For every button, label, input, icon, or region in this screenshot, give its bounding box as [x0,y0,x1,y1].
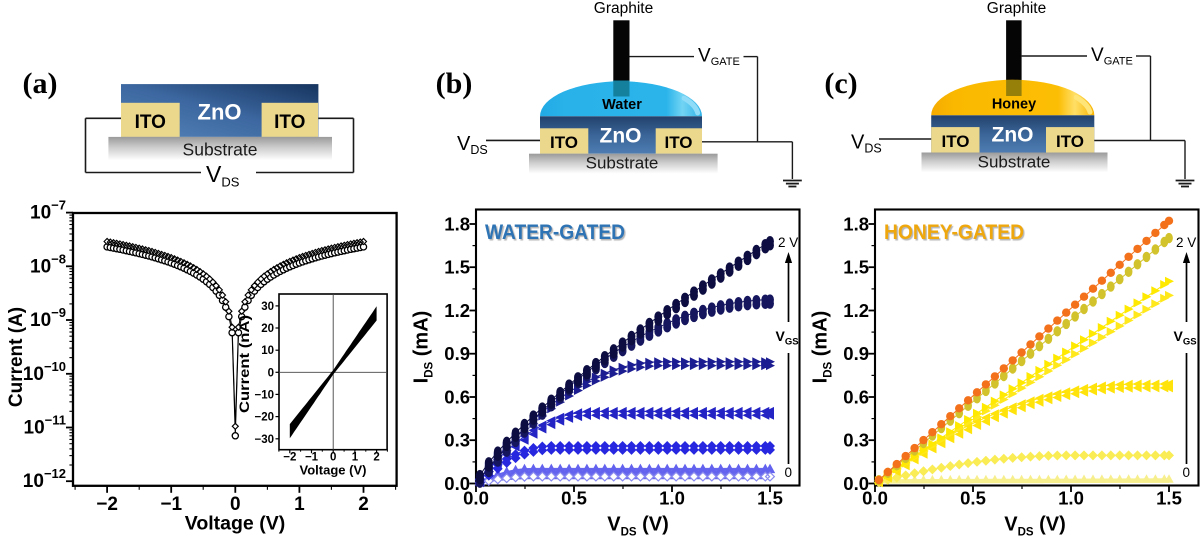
svg-text:−20: −20 [254,412,274,424]
svg-text:VDS: VDS [851,132,882,156]
svg-text:1.5: 1.5 [1156,488,1182,509]
svg-text:1.0: 1.0 [1058,488,1084,509]
svg-text:10−8: 10−8 [30,251,66,277]
svg-text:ZnO: ZnO [600,125,642,148]
svg-text:Substrate: Substrate [978,153,1051,172]
svg-text:IDS (mA): IDS (mA) [810,311,835,384]
svg-text:2: 2 [358,494,369,515]
svg-text:ITO: ITO [550,133,578,152]
svg-text:Voltage (V): Voltage (V) [185,513,285,535]
svg-text:0.9: 0.9 [444,343,470,364]
svg-text:0: 0 [330,452,336,464]
svg-text:0.9: 0.9 [843,343,869,364]
svg-text:30: 30 [261,301,274,313]
svg-text:0: 0 [268,367,274,379]
svg-text:Voltage (V): Voltage (V) [300,463,367,478]
svg-text:Graphite: Graphite [987,0,1046,17]
svg-text:IDS (mA): IDS (mA) [411,311,436,384]
svg-text:−1: −1 [305,452,319,464]
svg-text:0.3: 0.3 [444,430,470,451]
svg-text:Current (nA): Current (nA) [236,315,252,413]
svg-text:Current (A): Current (A) [6,307,27,407]
svg-text:0.0: 0.0 [843,473,869,494]
svg-text:HONEY-GATED: HONEY-GATED [884,220,1024,244]
svg-text:1: 1 [352,452,359,464]
svg-text:1.2: 1.2 [843,300,869,321]
svg-text:−10: −10 [254,389,274,401]
svg-text:ITO: ITO [664,133,692,152]
svg-text:10−11: 10−11 [24,413,66,439]
svg-text:VDS: VDS [457,133,488,157]
svg-text:VGATE: VGATE [698,46,740,69]
svg-text:(b): (b) [436,67,473,100]
svg-text:0.6: 0.6 [444,387,470,408]
svg-text:ITO: ITO [941,132,969,151]
svg-text:1.5: 1.5 [444,257,470,278]
svg-text:10−10: 10−10 [23,359,66,385]
svg-text:1.2: 1.2 [444,300,470,321]
svg-text:10−7: 10−7 [30,198,66,224]
svg-text:10−12: 10−12 [23,466,66,492]
svg-text:10: 10 [261,345,274,357]
svg-text:−2: −2 [283,452,296,464]
svg-text:ZnO: ZnO [992,124,1034,147]
svg-text:0.0: 0.0 [444,473,470,494]
svg-text:0: 0 [785,465,793,480]
svg-text:0.5: 0.5 [561,488,587,509]
svg-text:ITO: ITO [274,112,305,133]
svg-text:−30: −30 [254,434,274,446]
svg-text:2 V: 2 V [778,235,798,250]
svg-text:10−9: 10−9 [30,305,66,331]
svg-text:0.6: 0.6 [843,387,869,408]
svg-text:0.3: 0.3 [843,430,869,451]
svg-text:Substrate: Substrate [586,154,659,173]
svg-text:−1: −1 [160,494,182,515]
svg-text:1.5: 1.5 [757,488,783,509]
svg-text:ZnO: ZnO [198,100,242,125]
svg-text:VDS (V): VDS (V) [607,514,669,539]
svg-text:1.5: 1.5 [843,257,869,278]
svg-text:VDS (V): VDS (V) [1004,514,1066,539]
svg-text:ITO: ITO [135,112,166,133]
svg-text:VGATE: VGATE [1091,45,1133,68]
svg-text:0.5: 0.5 [960,488,986,509]
svg-text:(a): (a) [23,67,58,100]
svg-text:Graphite: Graphite [594,0,653,17]
svg-text:2 V: 2 V [1176,235,1196,250]
svg-text:ITO: ITO [1056,132,1084,151]
svg-text:0: 0 [230,494,241,515]
svg-text:0.0: 0.0 [463,488,489,509]
svg-text:Honey: Honey [992,97,1036,113]
svg-text:0: 0 [1183,465,1191,480]
svg-text:1: 1 [294,494,305,515]
svg-text:Water: Water [602,97,642,113]
svg-text:Substrate: Substrate [183,140,258,160]
svg-text:0.0: 0.0 [862,488,888,509]
svg-text:1.8: 1.8 [843,214,869,235]
svg-text:VDS: VDS [206,161,240,190]
svg-text:20: 20 [261,323,274,335]
svg-text:WATER-GATED: WATER-GATED [485,220,625,244]
svg-text:−2: −2 [96,494,118,515]
svg-text:2: 2 [373,452,379,464]
svg-text:1.8: 1.8 [444,214,470,235]
svg-text:1.0: 1.0 [659,488,685,509]
svg-text:(c): (c) [824,67,857,100]
